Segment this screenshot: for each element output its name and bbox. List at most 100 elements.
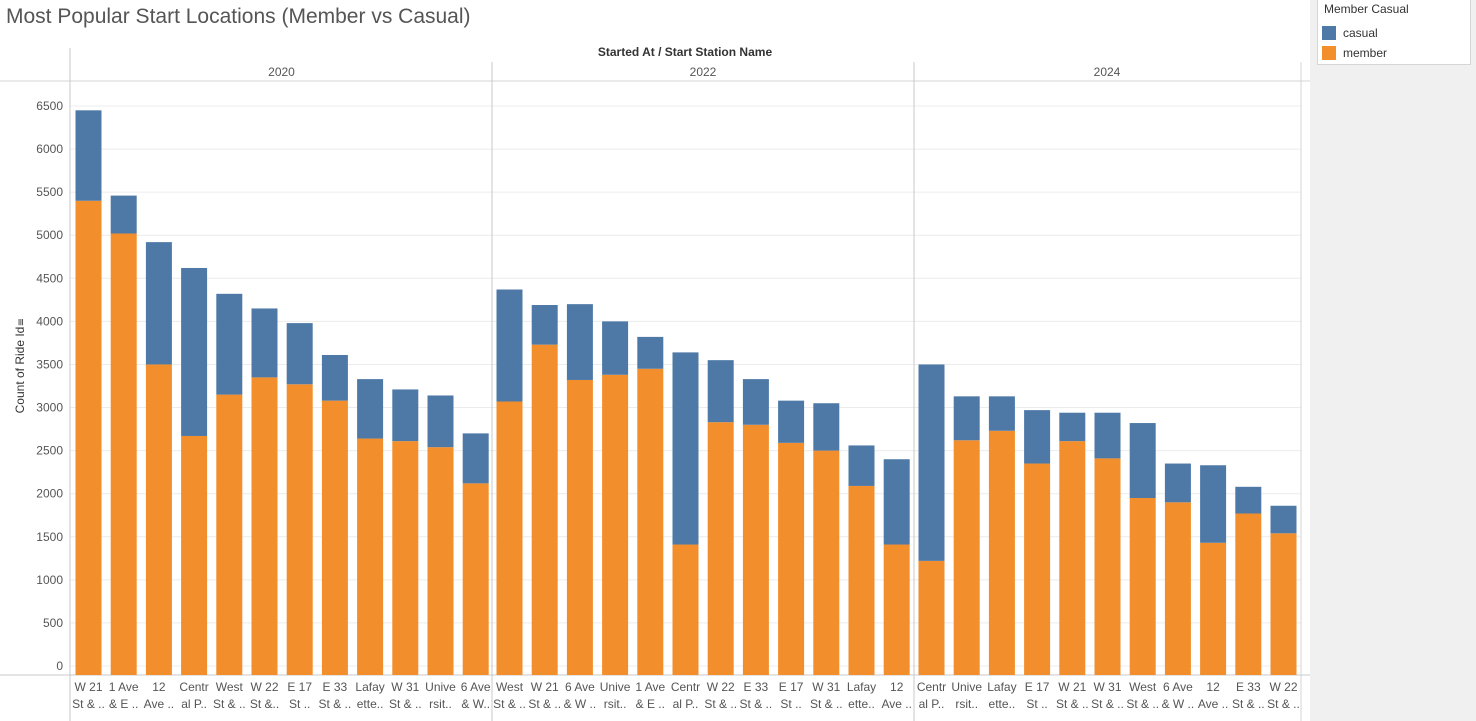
- bar-casual: [1094, 412, 1121, 459]
- legend-item-casual[interactable]: casual: [1322, 25, 1378, 41]
- x-tick-label: St & ..: [213, 697, 246, 711]
- bar-member: [778, 442, 805, 675]
- bar-casual: [110, 195, 137, 234]
- x-tick-label: St &..: [250, 697, 279, 711]
- legend-item-member[interactable]: member: [1322, 45, 1387, 61]
- bar-casual: [427, 395, 454, 448]
- x-tick-label: St & ..: [704, 697, 737, 711]
- chart-title: Most Popular Start Locations (Member vs …: [6, 5, 471, 28]
- bar-casual: [672, 352, 699, 545]
- x-tick-label: E 33: [744, 680, 769, 694]
- x-tick-label: rsit..: [429, 697, 452, 711]
- x-tick-label: 12: [1206, 680, 1220, 694]
- bar-casual: [988, 396, 1015, 431]
- x-tick-label: & W..: [461, 697, 490, 711]
- legend-swatch-member: [1322, 46, 1336, 60]
- x-tick-label: Centr: [179, 680, 208, 694]
- x-tick-label: E 17: [779, 680, 804, 694]
- bar-member: [251, 377, 278, 675]
- x-tick-label: al P..: [673, 697, 699, 711]
- x-tick-label: St & ..: [528, 697, 561, 711]
- x-tick-label: W 31: [812, 680, 840, 694]
- bar-casual: [286, 323, 313, 385]
- bar-casual: [707, 360, 734, 423]
- y-tick-label: 5500: [36, 185, 63, 199]
- bar-member: [1129, 498, 1156, 675]
- bar-member: [357, 438, 384, 675]
- chart-svg: Started At / Start Station Name 0 500 1000 1…: [0, 45, 1310, 721]
- x-tick-label: St ..: [1026, 697, 1047, 711]
- x-tick-label: St ..: [780, 697, 801, 711]
- x-tick-label: St & ..: [1267, 697, 1300, 711]
- panel-label: 2022: [690, 65, 717, 79]
- bar-casual: [357, 379, 384, 439]
- bar-casual: [1024, 410, 1051, 464]
- x-tick-label: St & ..: [1126, 697, 1159, 711]
- legend[interactable]: Member Casual casual member: [1317, 0, 1471, 65]
- x-tick-label: Unive: [951, 680, 982, 694]
- legend-title: Member Casual: [1324, 2, 1409, 16]
- x-tick-label: W 31: [391, 680, 419, 694]
- x-tick-label: West: [216, 680, 244, 694]
- legend-label-member: member: [1343, 46, 1388, 60]
- bar-member: [742, 424, 769, 675]
- x-tick-label: Lafay: [987, 680, 1016, 694]
- x-tick-label: Unive: [425, 680, 456, 694]
- sort-icon: ≡: [16, 318, 27, 326]
- bar-member: [181, 435, 208, 675]
- x-tick-label: Unive: [600, 680, 631, 694]
- bar-member: [216, 394, 243, 675]
- bar-member: [1200, 542, 1227, 675]
- x-tick-label: W 21: [531, 680, 559, 694]
- x-tick-label: St & ..: [389, 697, 422, 711]
- legend-label-casual: casual: [1343, 26, 1378, 40]
- bar-member: [848, 485, 875, 675]
- legend-swatch-casual: [1322, 26, 1336, 40]
- x-tick-label: Ave ..: [1198, 697, 1228, 711]
- x-tick-label: & W ..: [564, 697, 597, 711]
- bar-casual: [216, 293, 243, 395]
- bar-member: [1059, 441, 1086, 675]
- y-tick-label: 2500: [36, 444, 63, 458]
- x-tick-label: W 22: [1269, 680, 1297, 694]
- x-tick-label: 1 Ave: [109, 680, 139, 694]
- bar-casual: [566, 304, 593, 380]
- bar-casual: [1200, 465, 1227, 543]
- x-tick-label: ette..: [848, 697, 875, 711]
- x-tick-label: & E ..: [109, 697, 138, 711]
- y-tick-label: 3000: [36, 401, 63, 415]
- x-tick-label: West: [496, 680, 524, 694]
- y-tick-label: 4500: [36, 271, 63, 285]
- x-tick-label: St & ..: [1232, 697, 1265, 711]
- x-tick-label: 6 Ave: [565, 680, 595, 694]
- bar-member: [145, 364, 172, 675]
- bar-casual: [602, 321, 629, 375]
- bar-casual: [742, 379, 769, 425]
- bar-casual: [251, 308, 278, 378]
- column-header: Started At / Start Station Name: [598, 45, 773, 59]
- x-tick-label: W 22: [250, 680, 278, 694]
- x-tick-label: al P..: [919, 697, 945, 711]
- bar-member: [672, 544, 699, 675]
- x-tick-label: 12: [890, 680, 904, 694]
- panel-label: 2020: [268, 65, 295, 79]
- bar-casual: [531, 305, 558, 345]
- x-tick-label: W 21: [1058, 680, 1086, 694]
- x-tick-label: Centr: [917, 680, 946, 694]
- bar-casual: [778, 400, 805, 443]
- bar-member: [75, 200, 102, 675]
- bar-member: [462, 483, 489, 675]
- bar-casual: [321, 354, 348, 401]
- bar-member: [110, 233, 137, 675]
- x-tick-label: St & ..: [1091, 697, 1124, 711]
- x-tick-label: St & ..: [493, 697, 526, 711]
- x-tick-label: 1 Ave: [635, 680, 665, 694]
- bar-casual: [813, 403, 840, 451]
- y-tick-label: 1500: [36, 530, 63, 544]
- x-tick-label: St & ..: [72, 697, 105, 711]
- x-tick-label: al P..: [181, 697, 207, 711]
- bar-member: [566, 379, 593, 675]
- x-tick-label: Ave ..: [881, 697, 911, 711]
- x-tick-label: ette..: [357, 697, 384, 711]
- legend-panel: [1310, 0, 1476, 721]
